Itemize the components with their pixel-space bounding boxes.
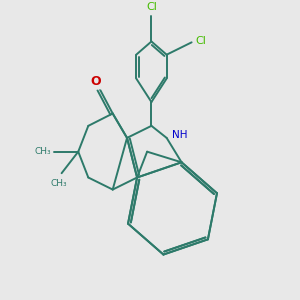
Text: Cl: Cl — [195, 36, 206, 46]
Text: CH₃: CH₃ — [50, 179, 67, 188]
Text: Cl: Cl — [146, 2, 157, 12]
Text: O: O — [90, 75, 101, 88]
Text: NH: NH — [172, 130, 187, 140]
Text: CH₃: CH₃ — [34, 147, 51, 156]
